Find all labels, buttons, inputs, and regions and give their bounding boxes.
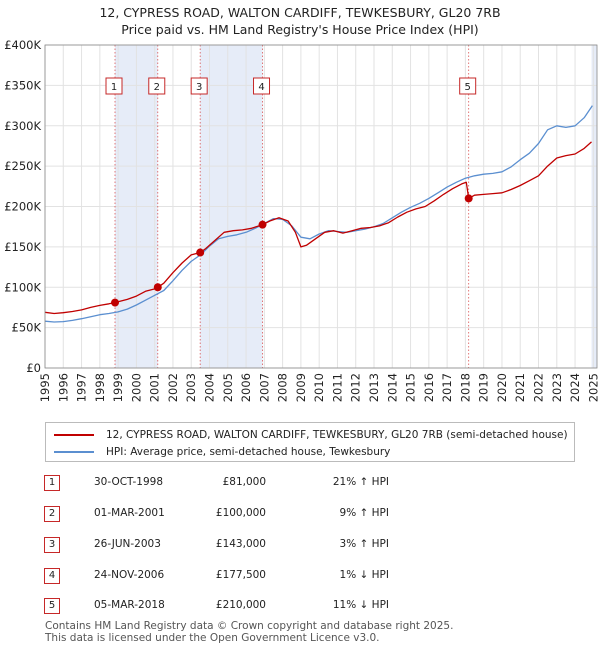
- x-tick-label: 2025: [586, 373, 600, 402]
- hpi-line: [44, 105, 593, 323]
- x-tick-label: 2016: [422, 373, 436, 402]
- x-tick-label: 2004: [203, 373, 217, 402]
- x-tick-label: 2020: [495, 373, 509, 402]
- x-tick-label: 2022: [532, 373, 546, 402]
- sale-marker-label: 4: [258, 82, 264, 93]
- x-tick-label: 2008: [276, 373, 290, 402]
- y-tick-label: £150K: [4, 240, 41, 254]
- transaction-number: 5: [44, 598, 60, 614]
- sale-marker-box: [190, 77, 208, 95]
- footer-copyright: Contains HM Land Registry data © Crown c…: [45, 620, 454, 632]
- transaction-hpi: 9% ↑ HPI: [339, 507, 389, 519]
- sale-marker-box: [148, 77, 166, 95]
- x-tick-label: 2001: [148, 373, 162, 402]
- transaction-price: £81,000: [222, 476, 266, 488]
- transaction-date: 24-NOV-2006: [94, 569, 165, 581]
- sale-marker-label: 1: [111, 82, 117, 93]
- transaction-price: £177,500: [215, 569, 266, 581]
- y-tick-label: £0: [26, 361, 41, 375]
- transaction-hpi: 1% ↓ HPI: [339, 569, 389, 581]
- x-tick-label: 2003: [184, 373, 198, 402]
- sale-marker-label: 2: [154, 82, 160, 93]
- x-tick-label: 2015: [404, 373, 418, 402]
- x-tick-label: 2012: [349, 373, 363, 402]
- x-tick-label: 2019: [477, 373, 491, 402]
- legend-item-hpi: HPI: Average price, semi-detached house,…: [54, 444, 390, 460]
- y-tick-label: £200K: [4, 200, 41, 214]
- x-tick-label: 2009: [294, 373, 308, 402]
- transaction-hpi: 21% ↑ HPI: [332, 476, 389, 488]
- transaction-number: 4: [44, 568, 60, 584]
- chart-title: 12, CYPRESS ROAD, WALTON CARDIFF, TEWKES…: [99, 5, 501, 20]
- sale-point: [153, 283, 162, 292]
- x-tick-label: 1999: [111, 373, 125, 402]
- transaction-date: 30-OCT-1998: [94, 476, 163, 488]
- transaction-date: 05-MAR-2018: [94, 599, 165, 611]
- transaction-price: £210,000: [215, 599, 266, 611]
- x-tick-label: 1995: [38, 373, 52, 402]
- x-tick-label: 1996: [56, 373, 70, 402]
- chart-subtitle: Price paid vs. HM Land Registry's House …: [121, 22, 479, 37]
- x-tick-label: 2005: [221, 373, 235, 402]
- y-tick-label: £100K: [4, 280, 41, 294]
- x-tick-label: 2011: [330, 373, 344, 402]
- sale-point: [464, 194, 473, 203]
- sale-marker-label: 5: [464, 82, 470, 93]
- x-tick-label: 1997: [75, 373, 89, 402]
- x-tick-label: 2023: [550, 373, 564, 402]
- x-tick-label: 2002: [166, 373, 180, 402]
- transaction-price: £100,000: [215, 507, 266, 519]
- transaction-hpi: 3% ↑ HPI: [339, 538, 389, 550]
- y-tick-label: £400K: [4, 38, 41, 52]
- x-tick-label: 2024: [568, 373, 582, 402]
- x-tick-label: 2006: [239, 373, 253, 402]
- sale-marker-box: [459, 77, 477, 95]
- transaction-date: 01-MAR-2001: [94, 507, 165, 519]
- transaction-date: 26-JUN-2003: [94, 538, 161, 550]
- x-tick-label: 2010: [312, 373, 326, 402]
- transaction-hpi: 11% ↓ HPI: [332, 599, 389, 611]
- y-tick-label: £350K: [4, 78, 41, 92]
- transaction-price: £143,000: [215, 538, 266, 550]
- legend-label-property: 12, CYPRESS ROAD, WALTON CARDIFF, TEWKES…: [106, 429, 568, 441]
- x-tick-label: 2014: [385, 373, 399, 402]
- x-tick-label: 2013: [367, 373, 381, 402]
- sale-point: [111, 298, 120, 307]
- sale-point: [196, 248, 205, 257]
- legend-swatch-property: [54, 434, 94, 436]
- footer-license: This data is licensed under the Open Gov…: [45, 632, 380, 644]
- sale-marker-label: 3: [196, 82, 202, 93]
- sale-marker-box: [253, 77, 271, 95]
- legend-label-hpi: HPI: Average price, semi-detached house,…: [106, 446, 391, 458]
- legend-item-property: 12, CYPRESS ROAD, WALTON CARDIFF, TEWKES…: [54, 427, 568, 443]
- transaction-number: 3: [44, 537, 60, 553]
- plot-frame: [44, 44, 598, 369]
- x-tick-label: 2021: [513, 373, 527, 402]
- transaction-number: 1: [44, 475, 60, 491]
- sale-point: [258, 220, 267, 229]
- property-price-line: [44, 141, 592, 315]
- y-tick-label: £250K: [4, 159, 41, 173]
- y-tick-label: £300K: [4, 119, 41, 133]
- x-tick-label: 2017: [440, 373, 454, 402]
- x-tick-label: 1998: [93, 373, 107, 402]
- transaction-number: 2: [44, 506, 60, 522]
- x-tick-label: 2007: [257, 373, 271, 402]
- chart-legend: 12, CYPRESS ROAD, WALTON CARDIFF, TEWKES…: [45, 422, 575, 462]
- x-tick-label: 2000: [129, 373, 143, 402]
- price-chart: £0 £50K £100K £150K £200K £250K £300K £350K £400…: [4, 38, 600, 402]
- y-tick-label: £50K: [12, 321, 42, 335]
- legend-swatch-hpi: [54, 451, 94, 453]
- sale-marker-box: [105, 77, 123, 95]
- x-tick-label: 2018: [458, 373, 472, 402]
